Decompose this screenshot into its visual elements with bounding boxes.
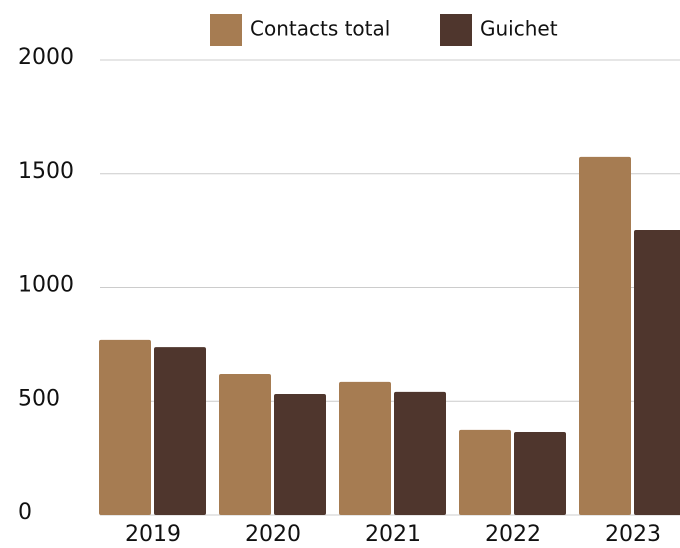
bar xyxy=(274,393,326,515)
x-tick-label: 2020 xyxy=(245,522,301,547)
legend-label: Guichet xyxy=(480,17,558,41)
x-tick-label: 2019 xyxy=(125,522,181,547)
bar xyxy=(514,431,566,515)
x-tick-label: 2023 xyxy=(605,522,661,547)
y-tick-label: 2000 xyxy=(18,45,74,70)
legend-swatch xyxy=(210,14,242,46)
bar xyxy=(339,381,391,515)
bar xyxy=(579,156,631,516)
y-tick-label: 1500 xyxy=(18,159,74,184)
y-tick-label: 500 xyxy=(18,386,60,411)
bar xyxy=(459,429,511,515)
bar xyxy=(394,391,446,515)
x-tick-label: 2022 xyxy=(485,522,541,547)
legend-label: Contacts total xyxy=(250,17,390,41)
bar xyxy=(219,373,271,515)
y-tick-label: 0 xyxy=(18,500,32,525)
bar xyxy=(154,347,206,515)
y-tick-label: 1000 xyxy=(18,273,74,298)
legend-swatch xyxy=(440,14,472,46)
bar xyxy=(634,229,680,515)
x-tick-label: 2021 xyxy=(365,522,421,547)
bar xyxy=(99,339,151,515)
